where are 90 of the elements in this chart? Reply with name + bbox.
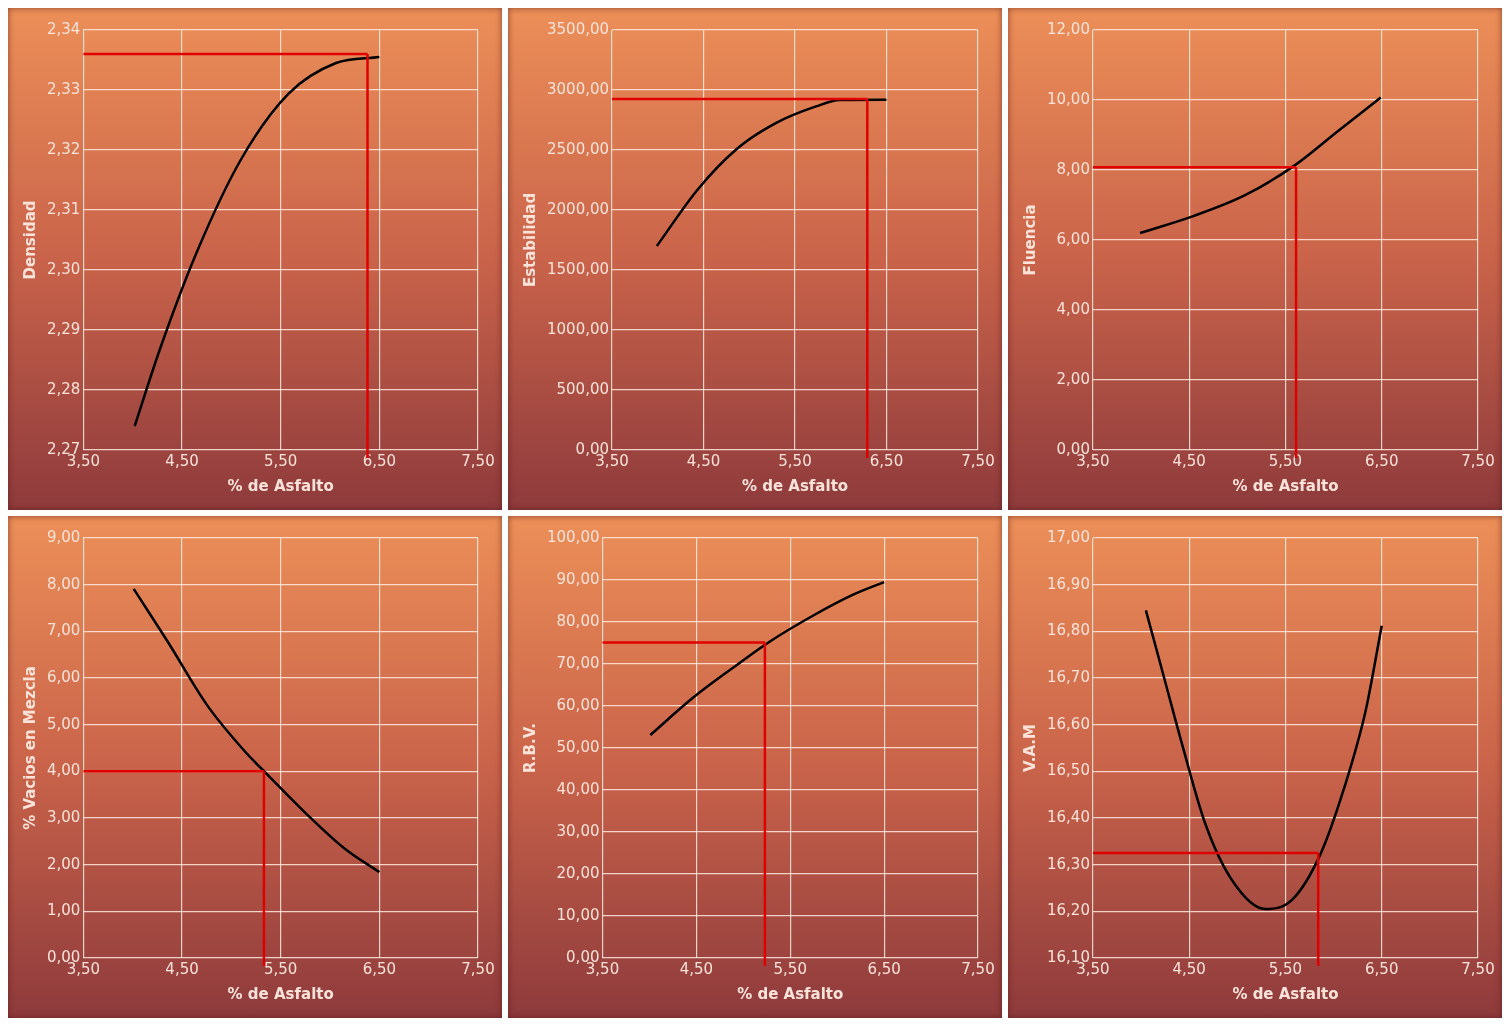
x-tick-label: 4,50: [686, 451, 721, 470]
x-tick-label: 5,50: [264, 451, 298, 470]
y-tick-label: 16,90: [1046, 574, 1090, 593]
y-tick-label: 2,34: [46, 19, 81, 38]
y-axis-title: Estabilidad: [520, 192, 539, 288]
y-tick-label: 100,00: [546, 527, 600, 546]
x-tick-label: 5,50: [1268, 959, 1303, 978]
y-tick-label: 70,00: [556, 653, 600, 672]
x-tick-label: 6,50: [362, 451, 397, 470]
y-tick-label: 4,00: [1056, 299, 1090, 318]
x-tick-label: 6,50: [867, 959, 901, 978]
x-tick-label: 5,50: [773, 959, 807, 978]
x-tick-label: 5,50: [1268, 451, 1303, 470]
y-tick-label: 2,28: [46, 379, 81, 398]
x-tick-label: 6,50: [1365, 959, 1399, 978]
y-tick-label: 3000,00: [547, 79, 610, 98]
x-tick-label: 7,50: [461, 959, 495, 978]
y-tick-label: 16,40: [1046, 807, 1090, 826]
y-tick-label: 60,00: [556, 695, 600, 714]
y-axis-title: V.A.M: [1020, 724, 1039, 772]
x-tick-label: 7,50: [461, 451, 495, 470]
y-tick-label: 2,32: [46, 139, 81, 158]
line-series: [1144, 609, 1383, 911]
x-tick-label: 4,50: [1172, 959, 1206, 978]
x-tick-label: 4,50: [165, 451, 199, 470]
x-tick-label: 4,50: [679, 959, 714, 978]
y-tick-label: 16,70: [1046, 667, 1090, 686]
x-tick-label: 4,50: [165, 959, 199, 978]
y-tick-label: 1500,00: [547, 259, 610, 278]
y-axis-title: Fluencia: [1020, 204, 1039, 276]
x-tick-label: 6,50: [869, 451, 904, 470]
line-series: [133, 55, 381, 428]
x-tick-label: 5,50: [264, 959, 298, 978]
x-axis-title: % de Asfalto: [1232, 476, 1339, 495]
y-tick-label: 5,00: [46, 714, 81, 733]
x-tick-label: 6,50: [362, 959, 397, 978]
x-tick-label: 7,50: [961, 451, 995, 470]
y-tick-label: 2,00: [1056, 369, 1090, 388]
y-tick-label: 2,30: [46, 259, 81, 278]
y-tick-label: 6,00: [46, 667, 81, 686]
y-tick-label: 2,29: [46, 319, 81, 338]
y-tick-label: 3500,00: [547, 19, 610, 38]
line-series: [649, 580, 886, 737]
x-axis-title: % de Asfalto: [1232, 984, 1339, 1003]
y-tick-label: 500,00: [556, 379, 610, 398]
y-tick-label: 8,00: [46, 574, 81, 593]
y-tick-label: 2,31: [46, 199, 81, 218]
y-tick-label: 16,80: [1046, 621, 1090, 640]
y-tick-label: 20,00: [556, 863, 600, 882]
y-tick-label: 16,60: [1046, 714, 1090, 733]
y-tick-label: 40,00: [556, 779, 600, 798]
x-tick-label: 4,50: [1172, 451, 1206, 470]
y-tick-label: 4,00: [46, 761, 81, 780]
y-tick-label: 2,33: [46, 79, 81, 98]
y-tick-label: 9,00: [46, 527, 81, 546]
y-tick-label: 10,00: [1046, 89, 1090, 108]
y-tick-label: 50,00: [556, 737, 600, 756]
y-tick-label: 7,00: [46, 621, 81, 640]
x-tick-label: 6,50: [1365, 451, 1399, 470]
line-series: [1138, 96, 1383, 235]
y-tick-label: 3,00: [46, 807, 81, 826]
x-tick-label: 7,50: [1461, 451, 1495, 470]
y-tick-label: 2500,00: [547, 139, 610, 158]
x-axis-title: % de Asfalto: [737, 984, 844, 1003]
y-tick-label: 16,20: [1046, 901, 1090, 920]
x-tick-label: 7,50: [1461, 959, 1495, 978]
y-tick-label: 30,00: [556, 821, 600, 840]
x-tick-label: 5,50: [778, 451, 812, 470]
line-series: [132, 587, 381, 874]
y-tick-label: 17,00: [1046, 527, 1090, 546]
y-tick-label: 6,00: [1056, 229, 1090, 248]
x-axis-title: % de Asfalto: [227, 476, 334, 495]
y-tick-label: 1,00: [46, 901, 81, 920]
y-axis-title: Densidad: [20, 200, 39, 280]
y-tick-label: 8,00: [1056, 159, 1090, 178]
y-tick-label: 10,00: [556, 905, 600, 924]
y-tick-label: 16,30: [1046, 854, 1090, 873]
line-series: [655, 98, 888, 248]
y-tick-label: 2000,00: [547, 199, 610, 218]
x-tick-label: 7,50: [961, 959, 995, 978]
y-tick-label: 16,50: [1046, 761, 1090, 780]
x-axis-title: % de Asfalto: [741, 476, 849, 495]
y-axis-title: R.B.V.: [520, 722, 539, 774]
x-axis-title: % de Asfalto: [227, 984, 334, 1003]
y-tick-label: 90,00: [556, 569, 600, 588]
y-axis-title: % Vacios en Mezcla: [20, 666, 39, 830]
y-tick-label: 1000,00: [547, 319, 610, 338]
y-tick-label: 2,00: [46, 854, 81, 873]
y-tick-label: 80,00: [556, 611, 600, 630]
y-tick-label: 12,00: [1046, 19, 1090, 38]
